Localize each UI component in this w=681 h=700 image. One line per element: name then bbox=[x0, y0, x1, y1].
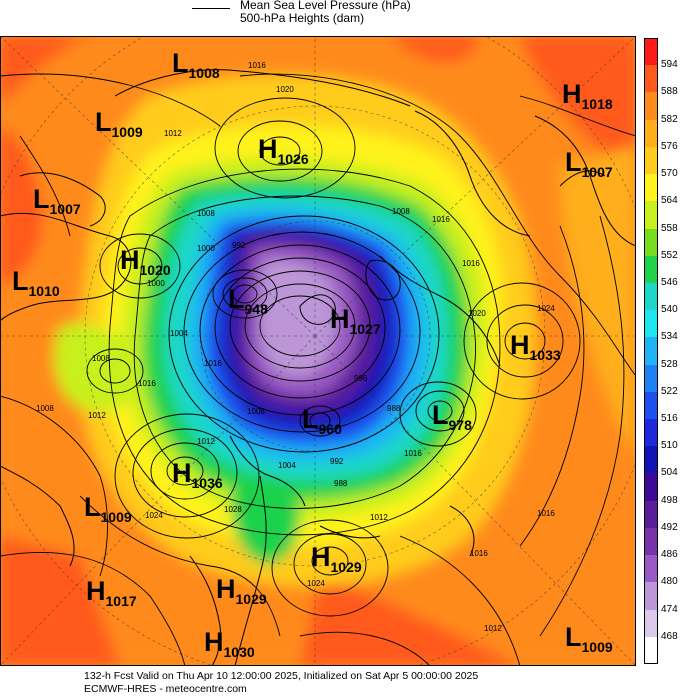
colorbar-label: 480 bbox=[661, 576, 678, 588]
colorbar-label: 588 bbox=[661, 86, 678, 98]
isobar-label: 1016 bbox=[138, 379, 156, 388]
isobar-labels: 1016 1020 1012 1008 1016 1000 992 1004 996 1008 10… bbox=[36, 61, 555, 633]
low-pressure-center: L978 bbox=[432, 400, 472, 433]
map-footer: 132-h Fcst Valid on Thu Apr 10 12:00:00 … bbox=[0, 670, 681, 700]
coastlines bbox=[0, 69, 636, 666]
low-pressure-center: L1009 bbox=[565, 622, 613, 655]
isobar-label: 1016 bbox=[462, 259, 480, 268]
isobar-label: 1008 bbox=[92, 354, 110, 363]
low-pressure-center: L1007 bbox=[565, 147, 613, 180]
map-header: Mean Sea Level Pressure (hPa) 500-hPa He… bbox=[0, 0, 681, 36]
isobar-label: 988 bbox=[387, 404, 401, 413]
low-pressure-center: L1010 bbox=[12, 266, 60, 299]
colorbar-label: 504 bbox=[661, 467, 678, 479]
colorbar-label: 582 bbox=[661, 113, 678, 125]
forecast-valid-text: 132-h Fcst Valid on Thu Apr 10 12:00:00 … bbox=[84, 670, 479, 682]
isobar-label: 1012 bbox=[484, 624, 502, 633]
colorbar-label: 594 bbox=[661, 59, 678, 71]
isobar-label: 1004 bbox=[278, 461, 296, 470]
colorbar-label: 486 bbox=[661, 549, 678, 561]
isobar-label: 992 bbox=[330, 457, 344, 466]
height-colorbar: 594 588 582 576 570 564 558 552 546 540 534 528 522 5… bbox=[644, 36, 680, 666]
isobar-label: 1012 bbox=[370, 513, 388, 522]
colorbar-label: 492 bbox=[661, 521, 678, 533]
isobar-label: 1028 bbox=[224, 505, 242, 514]
header-title-heights: 500-hPa Heights (dam) bbox=[240, 11, 365, 25]
colorbar-label: 528 bbox=[661, 358, 678, 370]
high-pressure-center: H1017 bbox=[86, 576, 137, 609]
isobar-label: 1024 bbox=[145, 511, 163, 520]
isobar-label: 1016 bbox=[470, 549, 488, 558]
low-pressure-center: L1008 bbox=[172, 48, 220, 81]
colorbar-label: 552 bbox=[661, 249, 678, 261]
isobar-label: 1012 bbox=[197, 437, 215, 446]
isobar-label: 1000 bbox=[197, 244, 215, 253]
isobar-label: 1024 bbox=[537, 304, 555, 313]
isobar-label: 1012 bbox=[164, 129, 182, 138]
colorbar-label: 564 bbox=[661, 195, 678, 207]
isobar-label: 1020 bbox=[468, 309, 486, 318]
colorbar-label: 510 bbox=[661, 440, 678, 452]
isobar-label: 1016 bbox=[248, 61, 266, 70]
high-pressure-center: H1020 bbox=[120, 245, 171, 278]
colorbar-frame bbox=[644, 38, 658, 664]
colorbar-label: 558 bbox=[661, 222, 678, 234]
colorbar-label: 540 bbox=[661, 304, 678, 316]
isobar-label: 1016 bbox=[404, 449, 422, 458]
isobar-label: 1016 bbox=[537, 509, 555, 518]
isobar-label: 1012 bbox=[88, 411, 106, 420]
colorbar-label: 570 bbox=[661, 168, 678, 180]
isobar-label: 988 bbox=[334, 479, 348, 488]
high-pressure-center: H1026 bbox=[258, 134, 309, 167]
isobars bbox=[0, 73, 636, 666]
isobar-label: 1020 bbox=[276, 85, 294, 94]
colorbar-label: 474 bbox=[661, 603, 678, 615]
weather-map: 1016 1020 1012 1008 1016 1000 992 1004 996 1008 10… bbox=[0, 36, 636, 666]
isobar-label: 1008 bbox=[36, 404, 54, 413]
colorbar-label: 534 bbox=[661, 331, 678, 343]
isobar-label: 1008 bbox=[392, 207, 410, 216]
high-pressure-center: H1030 bbox=[204, 627, 255, 660]
low-pressure-center: L1007 bbox=[33, 184, 81, 217]
low-pressure-center: L960 bbox=[302, 404, 342, 437]
header-title-mslp: Mean Sea Level Pressure (hPa) bbox=[240, 0, 411, 12]
isobar-label: 992 bbox=[232, 241, 246, 250]
high-pressure-center: H1027 bbox=[330, 304, 381, 337]
colorbar-label: 498 bbox=[661, 494, 678, 506]
colorbar-label: 468 bbox=[661, 630, 678, 642]
isobar-label: 1024 bbox=[307, 579, 325, 588]
isobar-label: 996 bbox=[354, 374, 368, 383]
high-pressure-center: H1018 bbox=[562, 79, 613, 112]
model-source-text: ECMWF-HRES - meteocentre.com bbox=[84, 683, 247, 695]
isobar-label: 1008 bbox=[197, 209, 215, 218]
colorbar-label: 522 bbox=[661, 385, 678, 397]
low-pressure-center: L948 bbox=[228, 284, 268, 317]
colorbar-label: 576 bbox=[661, 140, 678, 152]
high-pressure-center: H1029 bbox=[216, 574, 267, 607]
isobar-label: 1016 bbox=[204, 359, 222, 368]
isobar-label: 1016 bbox=[432, 215, 450, 224]
high-pressure-center: H1033 bbox=[510, 330, 561, 363]
isobar-label: 1000 bbox=[147, 279, 165, 288]
low-pressure-center: L1009 bbox=[95, 107, 143, 140]
colorbar-label: 516 bbox=[661, 413, 678, 425]
colorbar-label: 546 bbox=[661, 276, 678, 288]
isobar-label: 1008 bbox=[247, 407, 265, 416]
isobar-legend-line bbox=[192, 8, 230, 9]
low-pressure-center: L1009 bbox=[84, 492, 132, 525]
high-pressure-center: H1029 bbox=[311, 542, 362, 575]
isobar-label: 1004 bbox=[170, 329, 188, 338]
pressure-centers: L1008 L1009 H1026 H1018 L1007 L1007 H1020 L1010… bbox=[12, 48, 613, 660]
high-pressure-center: H1036 bbox=[172, 458, 223, 491]
